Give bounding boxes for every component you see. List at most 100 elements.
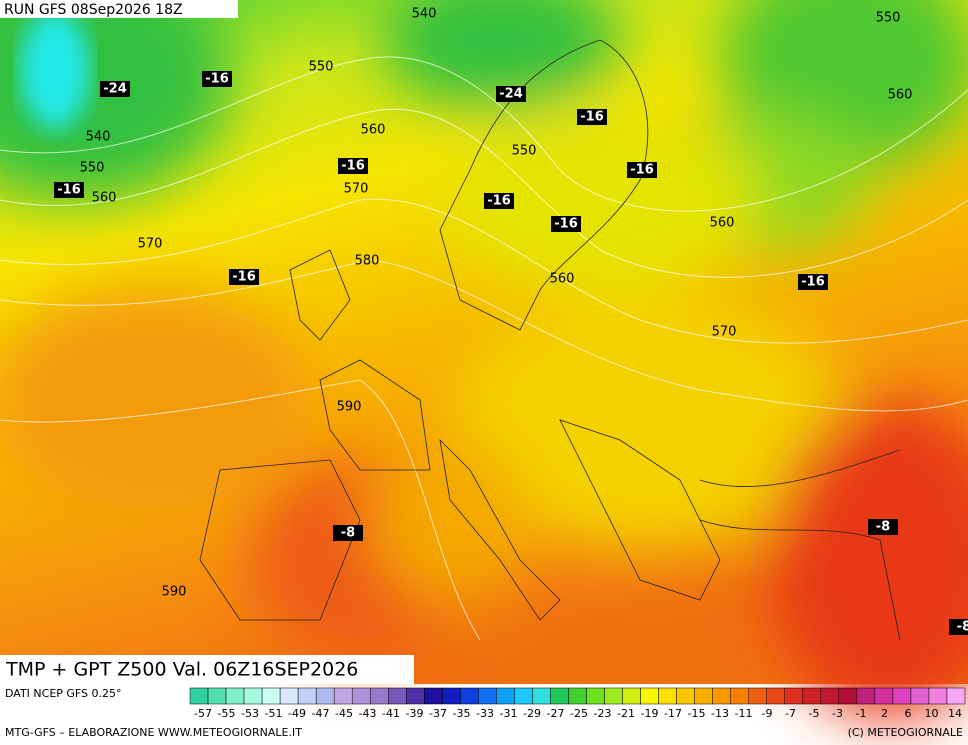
colorbar-swatch <box>442 687 461 705</box>
colorbar-swatch <box>532 687 551 705</box>
geopotential-label: 540 <box>86 130 111 145</box>
temperature-label-bg <box>868 519 898 535</box>
colorbar-swatch <box>586 687 605 705</box>
colorbar-label: -33 <box>476 707 494 720</box>
colorbar-swatch <box>406 687 425 705</box>
colorbar-label: -39 <box>406 707 424 720</box>
geopotential-label: 560 <box>550 272 575 287</box>
colorbar-swatch <box>712 687 731 705</box>
colorbar-label: -13 <box>711 707 729 720</box>
geopotential-label: 540 <box>412 7 437 22</box>
colorbar-swatch <box>189 687 209 705</box>
colorbar-swatch <box>658 687 677 705</box>
temperature-label-bg <box>484 193 514 209</box>
geopotential-label: 590 <box>337 400 362 415</box>
colorbar-label: -53 <box>241 707 259 720</box>
colorbar-label: -55 <box>218 707 236 720</box>
temperature-label: -24 <box>103 82 127 97</box>
colorbar-label: -35 <box>453 707 471 720</box>
colorbar-swatch <box>261 687 281 705</box>
colorbar-swatch <box>730 687 749 705</box>
colorbar-swatch <box>604 687 623 705</box>
temperature-label-bg <box>100 81 130 97</box>
colorbar-swatch <box>496 687 515 705</box>
colorbar-swatch <box>748 687 767 705</box>
colorbar-swatch <box>460 687 479 705</box>
colorbar-swatch <box>243 687 263 705</box>
colorbar-swatch <box>279 687 299 705</box>
colorbar-swatch <box>928 687 948 705</box>
geopotential-label: 550 <box>876 11 901 26</box>
colorbar-swatch <box>622 687 641 705</box>
temperature-field <box>0 0 968 720</box>
colorbar-label: 2 <box>881 707 888 720</box>
temperature-label: -8 <box>957 620 968 635</box>
temperature-label: -16 <box>801 275 825 290</box>
colorbar-swatch <box>388 687 407 705</box>
temperature-label-bg <box>627 162 657 178</box>
geopotential-label: 550 <box>512 144 537 159</box>
colorbar-label: -7 <box>785 707 796 720</box>
colorbar-swatch <box>802 687 822 705</box>
source-label: DATI NCEP GFS 0.25° <box>5 687 122 700</box>
geopotential-label: 580 <box>355 254 380 269</box>
colorbar-swatch <box>568 687 587 705</box>
colorbar-label: -29 <box>523 707 541 720</box>
colorbar-label: 10 <box>925 707 939 720</box>
colorbar-label: -31 <box>500 707 518 720</box>
colorbar-swatch <box>478 687 497 705</box>
colorbar-swatch <box>315 687 335 705</box>
colorbar-label: -3 <box>832 707 843 720</box>
colorbar: -57 -55 -53 -51 -49 -47 -45 -43 -41 -39 -37 -35 -33-… <box>189 687 966 720</box>
colorbar-swatch <box>550 687 569 705</box>
colorbar-label: -9 <box>762 707 773 720</box>
colorbar-label: -5 <box>809 707 820 720</box>
colorbar-swatch <box>640 687 659 705</box>
geopotential-label: 560 <box>710 216 735 231</box>
colorbar-swatch <box>351 687 371 705</box>
temperature-label-bg <box>202 71 232 87</box>
temperature-label: -16 <box>205 72 229 87</box>
colorbar-label: -11 <box>735 707 753 720</box>
colorbar-label: -37 <box>429 707 447 720</box>
temperature-label: -16 <box>487 194 511 209</box>
temperature-label-bg <box>577 109 607 125</box>
coastlines <box>199 39 901 641</box>
colorbar-label: -25 <box>570 707 588 720</box>
geopotential-label: 570 <box>712 325 737 340</box>
colorbar-swatch <box>225 687 245 705</box>
colorbar-label: -27 <box>547 707 565 720</box>
colorbar-label: -47 <box>312 707 330 720</box>
title-box <box>0 655 414 684</box>
temperature-label: -24 <box>499 87 523 102</box>
run-label: RUN GFS 08Sep2026 18Z <box>4 2 183 18</box>
geopotential-label: 570 <box>138 237 163 252</box>
colorbar-label: -57 <box>194 707 212 720</box>
temperature-label-bg <box>496 86 526 102</box>
temperature-label: -16 <box>57 183 81 198</box>
temperature-label-bg <box>338 158 368 174</box>
colorbar-swatch <box>910 687 930 705</box>
colorbar-swatch <box>838 687 858 705</box>
colorbar-swatch <box>369 687 389 705</box>
colorbar-label: -23 <box>594 707 612 720</box>
map-title: TMP + GPT Z500 Val. 06Z16SEP2026 <box>5 659 358 681</box>
colorbar-swatch <box>514 687 533 705</box>
geopotential-label: 560 <box>92 191 117 206</box>
run-box <box>0 0 238 18</box>
colorbar-label: -45 <box>335 707 353 720</box>
geopotential-label: 570 <box>344 182 369 197</box>
colorbar-swatch <box>694 687 713 705</box>
colorbar-label: -49 <box>288 707 306 720</box>
colorbar-label: -41 <box>382 707 400 720</box>
temperature-label: -8 <box>876 520 890 535</box>
colorbar-label: -43 <box>359 707 377 720</box>
colorbar-label: -1 <box>856 707 867 720</box>
isohypses <box>0 56 968 641</box>
colorbar-swatch <box>892 687 912 705</box>
colorbar-label: -15 <box>688 707 706 720</box>
colorbar-label: 6 <box>905 707 912 720</box>
temperature-label: -16 <box>341 159 365 174</box>
